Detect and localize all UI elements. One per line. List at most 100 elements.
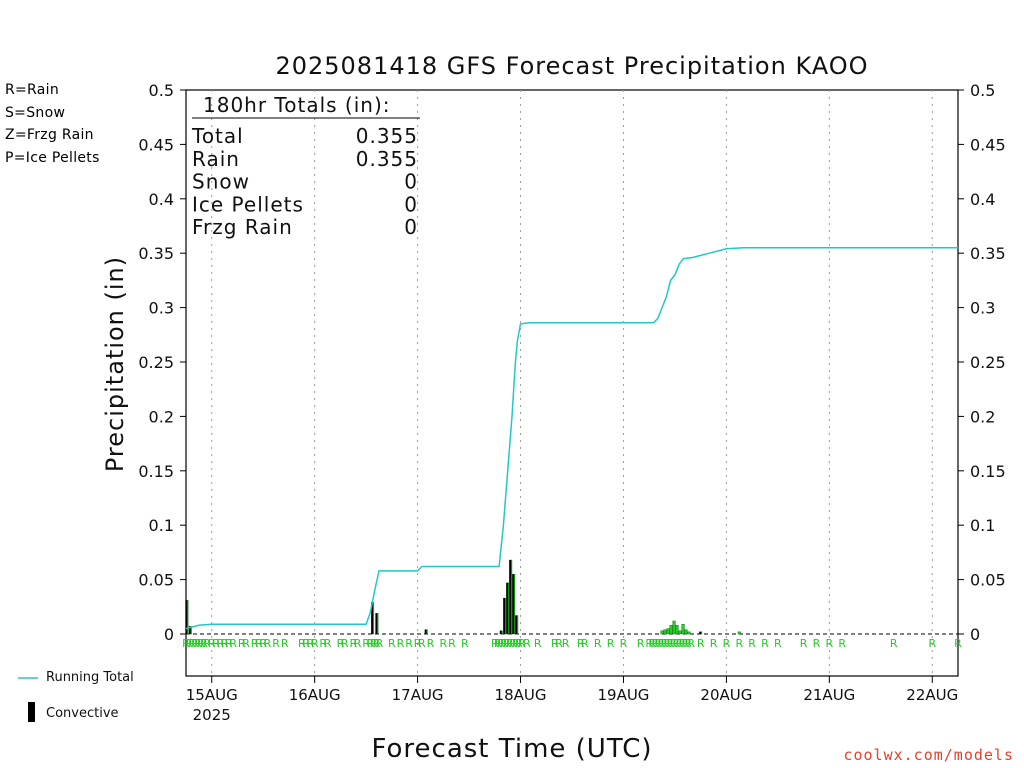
x-tick-label: 22AUG bbox=[906, 686, 958, 704]
rain-marker: R bbox=[397, 637, 405, 650]
rain-marker: R bbox=[645, 637, 653, 650]
rain-marker: R bbox=[354, 637, 362, 650]
totals-row-value: 0 bbox=[404, 170, 418, 194]
rain-marker: R bbox=[311, 637, 319, 650]
rain-marker: R bbox=[427, 637, 435, 650]
x-tick-label: 17AUG bbox=[392, 686, 444, 704]
rain-marker: R bbox=[182, 637, 190, 650]
rain-marker: R bbox=[188, 637, 196, 650]
convective-bar bbox=[424, 629, 427, 634]
rain-marker: R bbox=[341, 637, 349, 650]
rain-marker: R bbox=[687, 637, 695, 650]
rain-marker: R bbox=[509, 637, 517, 650]
rain-marker: R bbox=[813, 637, 821, 650]
rain-marker: R bbox=[370, 637, 378, 650]
rain-marker: R bbox=[238, 637, 246, 650]
rain-marker: R bbox=[681, 637, 689, 650]
x-tick-label: 20AUG bbox=[700, 686, 752, 704]
rain-marker: R bbox=[194, 637, 202, 650]
convective-bar bbox=[371, 602, 374, 634]
totals-row-value: 0 bbox=[404, 192, 418, 216]
precip-bar bbox=[660, 630, 664, 635]
rain-marker: R bbox=[251, 637, 259, 650]
convective-bar bbox=[512, 574, 515, 634]
rain-marker: R bbox=[191, 637, 199, 650]
precip-bar bbox=[684, 629, 688, 635]
plot-frame bbox=[185, 89, 959, 677]
totals-row-label: Ice Pellets bbox=[192, 192, 304, 216]
rain-marker: R bbox=[185, 637, 193, 650]
y-tick-label-right: 0.35 bbox=[970, 244, 1006, 263]
rain-marker: R bbox=[648, 637, 656, 650]
rain-marker: R bbox=[264, 637, 272, 650]
x-tick-label: 21AUG bbox=[803, 686, 855, 704]
precip-bar bbox=[678, 630, 682, 635]
y-tick-label-right: 0.2 bbox=[970, 407, 995, 426]
rain-marker: R bbox=[324, 637, 332, 650]
rain-marker: R bbox=[229, 637, 237, 650]
rain-marker: R bbox=[748, 637, 756, 650]
rain-marker: R bbox=[418, 637, 426, 650]
y-tick-label-right: 0 bbox=[970, 625, 980, 644]
convective-bar bbox=[699, 631, 702, 634]
totals-row-label: Frzg Rain bbox=[192, 215, 293, 239]
legend-convective-swatch bbox=[28, 702, 35, 722]
rain-marker: R bbox=[637, 637, 645, 650]
totals-row-label: Total bbox=[191, 124, 244, 148]
legend-ice-pellets: P=Ice Pellets bbox=[5, 150, 100, 166]
rain-marker: R bbox=[461, 637, 469, 650]
y-tick-label-left: 0.4 bbox=[149, 190, 174, 209]
rain-marker: R bbox=[675, 637, 683, 650]
rain-marker: R bbox=[684, 637, 692, 650]
precip-bar bbox=[663, 629, 667, 635]
convective-bar bbox=[515, 615, 518, 634]
totals-row-value: 0 bbox=[404, 215, 418, 239]
totals-row-value: 0.355 bbox=[356, 124, 418, 148]
rain-marker: R bbox=[197, 637, 205, 650]
totals-row-label: Rain bbox=[192, 147, 240, 171]
rain-marker: R bbox=[551, 637, 559, 650]
rain-marker: R bbox=[494, 637, 502, 650]
y-tick-label-left: 0.3 bbox=[149, 299, 174, 318]
rain-marker: R bbox=[710, 637, 718, 650]
precip-bar bbox=[675, 625, 679, 635]
rain-marker: R bbox=[200, 637, 208, 650]
y-tick-label-left: 0.05 bbox=[138, 571, 174, 590]
precip-bar bbox=[672, 620, 676, 635]
rain-marker: R bbox=[607, 637, 615, 650]
y-tick-label-right: 0.25 bbox=[970, 353, 1006, 372]
x-tick-label: 15AUG bbox=[186, 686, 238, 704]
rain-marker: R bbox=[259, 637, 267, 650]
x-tick-label: 16AUG bbox=[289, 686, 341, 704]
rain-marker: R bbox=[367, 637, 375, 650]
x-tick-sublabel: 2025 bbox=[193, 706, 231, 724]
convective-bar bbox=[503, 598, 506, 634]
precip-bar bbox=[737, 631, 741, 635]
y-tick-label-left: 0.1 bbox=[149, 516, 174, 535]
rain-marker: R bbox=[678, 637, 686, 650]
rain-marker: R bbox=[518, 637, 526, 650]
rain-marker: R bbox=[890, 637, 898, 650]
y-tick-label-left: 0.5 bbox=[149, 81, 174, 100]
precip-bar bbox=[669, 625, 673, 635]
x-axis-label: Forecast Time (UTC) bbox=[371, 734, 653, 764]
rain-marker: R bbox=[362, 637, 370, 650]
chart-title: 2025081418 GFS Forecast Precipitation KA… bbox=[275, 52, 869, 80]
rain-marker: R bbox=[208, 637, 216, 650]
legend-running-total-label: Running Total bbox=[46, 670, 134, 685]
rain-marker: R bbox=[500, 637, 508, 650]
y-tick-label-left: 0.25 bbox=[138, 353, 174, 372]
rain-marker: R bbox=[405, 637, 413, 650]
rain-marker: R bbox=[620, 637, 628, 650]
rain-marker: R bbox=[242, 637, 250, 650]
rain-marker: R bbox=[651, 637, 659, 650]
x-tick-label: 18AUG bbox=[495, 686, 547, 704]
rain-marker: R bbox=[298, 637, 306, 650]
running-total-line bbox=[185, 247, 958, 630]
legend-convective-label: Convective bbox=[46, 706, 119, 721]
rain-marker: R bbox=[660, 637, 668, 650]
rain-marker: R bbox=[212, 637, 220, 650]
y-tick-label-left: 0 bbox=[164, 625, 174, 644]
convective-bar bbox=[375, 613, 378, 634]
rain-marker: R bbox=[555, 637, 563, 650]
